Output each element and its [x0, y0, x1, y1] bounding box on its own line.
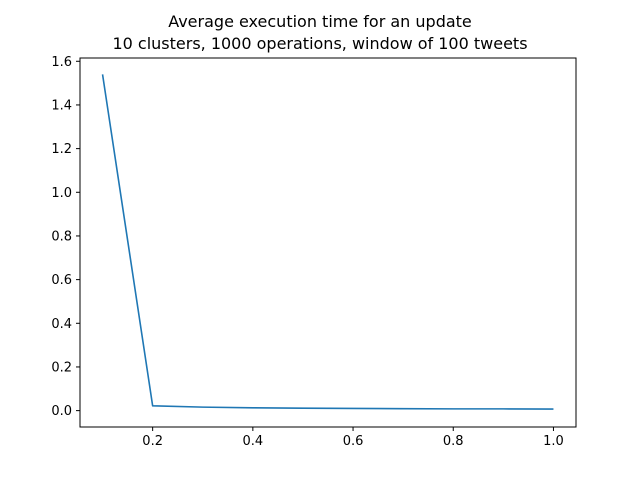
x-tick-label: 0.2	[142, 434, 163, 449]
y-tick-label: 0.2	[51, 360, 72, 375]
y-tick-label: 1.4	[51, 98, 72, 113]
y-tick-label: 1.0	[51, 186, 72, 201]
x-tick-label: 0.6	[343, 434, 364, 449]
y-tick-label: 0.0	[51, 404, 72, 419]
series-line-0	[101, 74, 554, 410]
x-tick-label: 0.8	[443, 434, 464, 449]
x-tick-label: 0.4	[243, 434, 264, 449]
y-tick-label: 1.2	[51, 142, 72, 157]
y-tick-label: 0.6	[51, 273, 72, 288]
y-tick-label: 0.8	[51, 229, 72, 244]
plot-frame	[79, 57, 577, 428]
x-tick-label: 1.0	[543, 434, 564, 449]
chart-subtitle: 10 clusters, 1000 operations, window of …	[112, 34, 528, 53]
y-tick-label: 0.4	[51, 317, 72, 332]
chart-title: Average execution time for an update	[168, 12, 472, 31]
y-tick-label: 1.6	[51, 55, 72, 70]
